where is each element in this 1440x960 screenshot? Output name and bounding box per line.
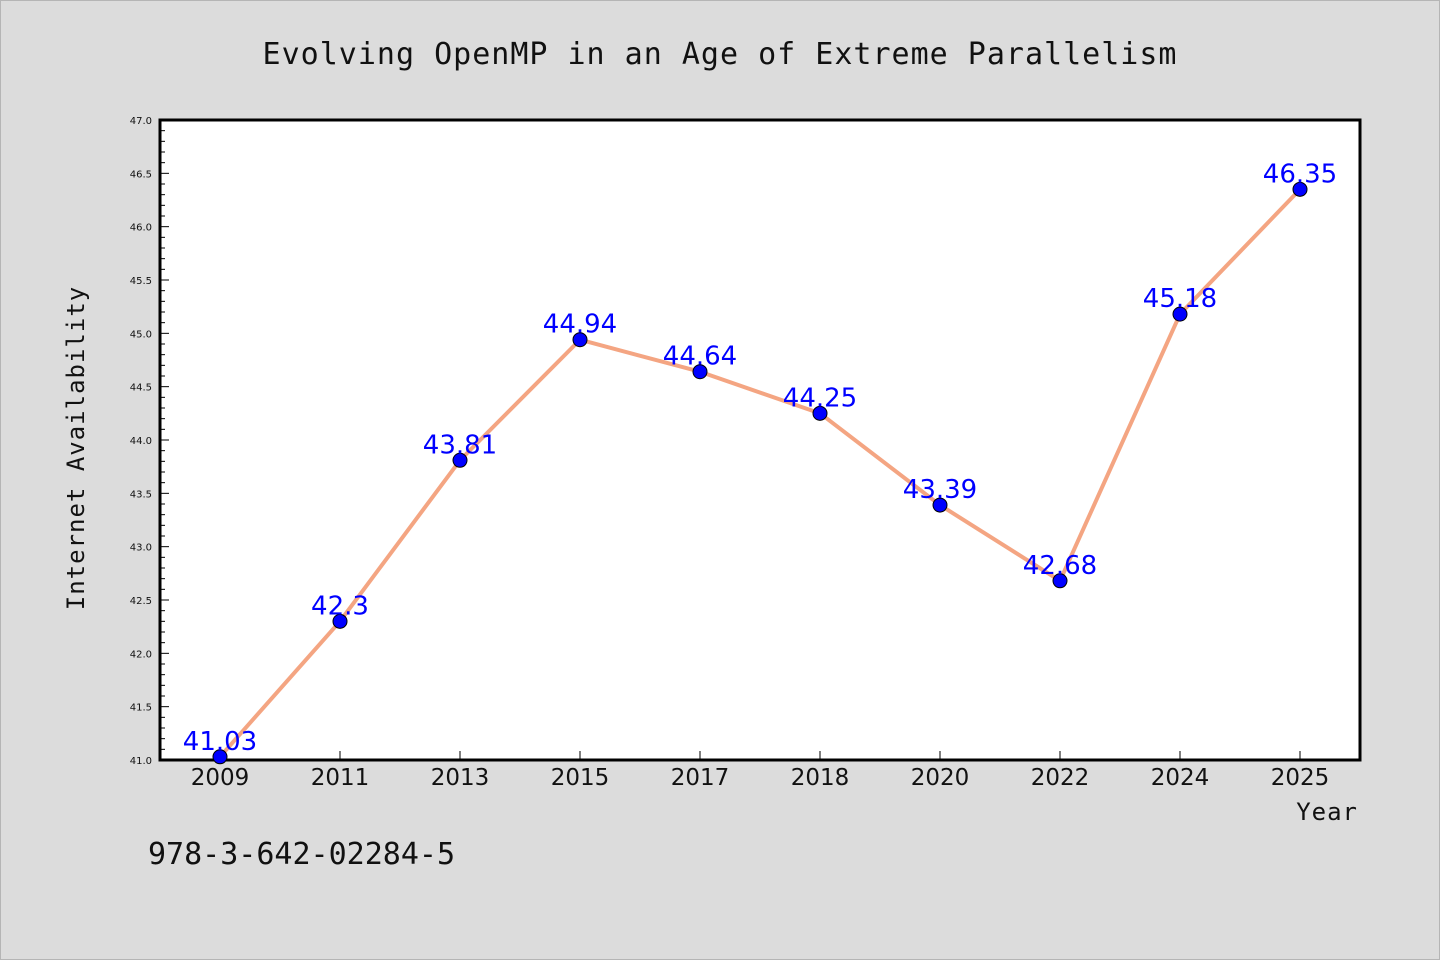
x-tick-label: 2013	[431, 765, 490, 791]
y-tick-label: 42.5	[130, 596, 152, 607]
series-line	[218, 187, 1302, 759]
data-point	[812, 405, 828, 421]
y-tick-label: 45.0	[130, 329, 152, 340]
y-tick-label: 46.5	[130, 169, 152, 180]
data-point	[572, 332, 588, 348]
data-point	[692, 364, 708, 380]
x-axis: 2009 2011 2013 2015 2017 2018 2020 2022 2024 2025	[191, 751, 1330, 791]
y-axis-label: Internet Availability	[62, 286, 90, 610]
y-axis: 41.0 41.5 42.0 42.5 43.0 43.5 44.0 44.5 45.0 45.5…	[130, 116, 169, 767]
y-tick-label: 46.0	[130, 223, 152, 234]
x-tick-label: 2025	[1271, 765, 1330, 791]
y-tick-label: 47.0	[130, 116, 152, 127]
x-tick-label: 2017	[671, 765, 730, 791]
data-label: 46.35	[1263, 159, 1337, 189]
x-tick-label: 2020	[911, 765, 970, 791]
data-point	[1292, 181, 1308, 197]
data-label: 41.03	[183, 727, 257, 757]
isbn-text: 978-3-642-02284-5	[148, 837, 455, 872]
x-tick-label: 2011	[311, 765, 370, 791]
data-labels: 41.03 42.3 43.81 44.94 44.64 44.25 43.39 42.68 4…	[183, 159, 1337, 756]
y-tick-label: 44.0	[130, 436, 152, 447]
data-label: 43.81	[423, 430, 497, 460]
data-label: 45.18	[1143, 284, 1217, 314]
y-tick-label: 44.5	[130, 383, 152, 394]
y-tick-label: 43.0	[130, 543, 152, 554]
x-tick-label: 2022	[1031, 765, 1090, 791]
data-label: 44.25	[783, 383, 857, 413]
data-label: 42.3	[311, 591, 369, 621]
data-point	[1172, 306, 1188, 322]
plot-area	[158, 118, 1362, 762]
data-point	[932, 497, 948, 513]
y-tick-label: 41.5	[130, 703, 152, 714]
data-label: 44.64	[663, 342, 737, 372]
data-label: 42.68	[1023, 551, 1097, 581]
x-tick-label: 2024	[1151, 765, 1210, 791]
x-tick-label: 2018	[791, 765, 850, 791]
data-point	[212, 749, 228, 765]
y-tick-label: 42.0	[130, 649, 152, 660]
x-tick-label: 2009	[191, 765, 250, 791]
data-point	[1052, 573, 1068, 589]
data-point	[332, 613, 348, 629]
x-tick-label: 2015	[551, 765, 610, 791]
x-axis-label: Year	[1296, 798, 1358, 826]
chart-title: Evolving OpenMP in an Age of Extreme Par…	[263, 37, 1178, 72]
data-label: 44.94	[543, 310, 617, 340]
data-point	[452, 452, 468, 468]
y-tick-label: 45.5	[130, 276, 152, 287]
data-points	[212, 181, 1308, 765]
y-tick-label: 41.0	[130, 756, 152, 767]
y-tick-label: 43.5	[130, 489, 152, 500]
data-label: 43.39	[903, 475, 977, 505]
